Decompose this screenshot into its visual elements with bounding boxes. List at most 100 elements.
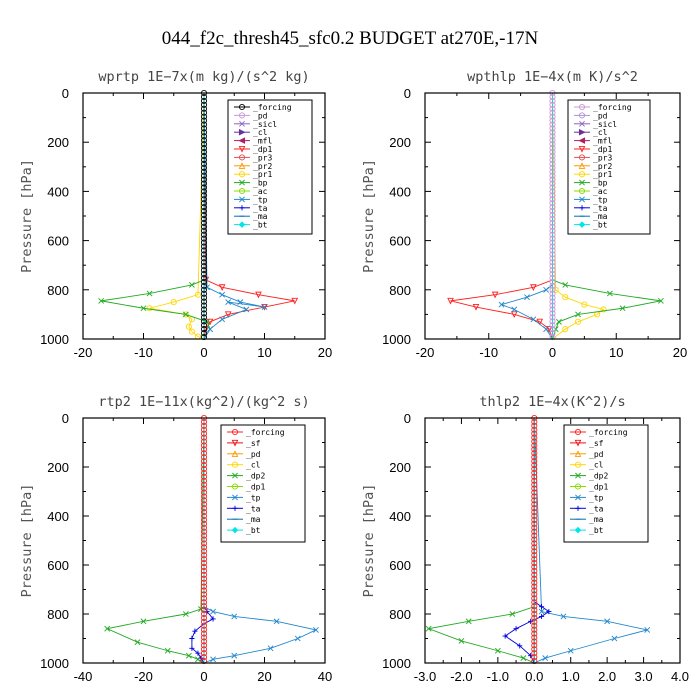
legend-marker xyxy=(238,145,246,153)
series-point-ta xyxy=(528,618,534,624)
series-point-forcing xyxy=(531,595,538,602)
series-point-forcing xyxy=(200,200,208,207)
series-point-forcing xyxy=(531,469,538,476)
series-point-forcing xyxy=(200,172,208,179)
legend-label: _mfl xyxy=(593,137,612,146)
series-point-forcing xyxy=(549,333,556,341)
legend-label: _bt xyxy=(593,221,608,230)
series-point-forcing xyxy=(200,563,208,571)
legend-label: _pr1 xyxy=(253,170,272,179)
series-point-forcing xyxy=(200,271,208,278)
series-point-forcing xyxy=(549,204,556,211)
panel-title: wprtp 1E−7x(m kg)/(s^2 kg) xyxy=(98,69,309,85)
series-point-tp xyxy=(604,618,611,625)
x-tick-label: 10 xyxy=(609,345,623,360)
chart-panel-3: rtp2 1E−11x(kg^2)/(kg^2 s) Pressure [hPa]… xyxy=(19,394,332,684)
series-point-forcing xyxy=(549,255,556,262)
series-point-forcing xyxy=(549,148,556,156)
plot-frame xyxy=(82,92,326,340)
series-point-forcing xyxy=(200,302,208,309)
series-point-forcing xyxy=(549,208,556,215)
legend-label: _tp xyxy=(593,195,608,204)
legend-label: _dp1 xyxy=(246,483,265,492)
series-point-forcing xyxy=(200,133,208,140)
series-point-forcing xyxy=(531,426,538,433)
series-point-forcing xyxy=(549,125,556,132)
series-point-forcing xyxy=(200,259,208,266)
legend-marker xyxy=(578,145,586,153)
series-point-forcing xyxy=(549,156,556,163)
series-point-forcing xyxy=(549,310,556,317)
series-line-dp1 xyxy=(450,93,553,340)
plot-frame xyxy=(424,92,681,340)
series-point-forcing xyxy=(549,259,556,266)
series-point-forcing xyxy=(549,290,556,297)
series-point-forcing xyxy=(200,298,208,305)
series-point-tp xyxy=(543,286,550,293)
series-point-dp1 xyxy=(472,303,480,311)
series-point-forcing xyxy=(200,422,208,429)
series-point-forcing xyxy=(549,282,556,289)
legend-marker xyxy=(574,483,582,490)
series-point-forcing xyxy=(531,654,538,661)
series-point-tp xyxy=(267,645,274,652)
series-point-forcing xyxy=(549,231,556,238)
legend-marker xyxy=(238,128,246,136)
series-point-forcing xyxy=(531,567,538,574)
legend-label: _sicl xyxy=(253,120,277,129)
legend-label: _mfl xyxy=(253,137,272,146)
series-line-dp2 xyxy=(426,418,535,664)
series-point-forcing xyxy=(531,607,538,614)
series-point-forcing xyxy=(200,196,208,203)
chart-panel-2: wpthlp 1E−4x(m K)/s^2 Pressure [hPa] -20 -1… xyxy=(361,69,687,360)
series-point-forcing xyxy=(531,505,538,512)
y-tick-label: 1000 xyxy=(382,656,411,671)
series-point-dp1 xyxy=(536,318,544,326)
series-point-forcing xyxy=(200,461,208,469)
legend-label: _ma xyxy=(589,515,604,524)
series-point-forcing xyxy=(200,575,208,582)
legend-marker xyxy=(579,120,585,127)
series-point-forcing xyxy=(200,587,208,594)
series-line-pr1 xyxy=(149,92,205,340)
series-point-forcing xyxy=(549,168,556,175)
series-point-tp xyxy=(207,326,213,333)
legend-marker xyxy=(238,187,246,195)
series-point-forcing xyxy=(200,180,208,187)
legend-label: _cl xyxy=(593,128,608,137)
y-axis-label: Pressure [hPa] xyxy=(361,159,377,273)
series-point-forcing xyxy=(200,263,208,270)
series-point-dp1 xyxy=(202,326,210,333)
series-point-forcing xyxy=(200,267,208,274)
series-point-forcing xyxy=(531,497,538,504)
series-point-forcing xyxy=(549,294,556,301)
series-point-forcing xyxy=(549,180,556,187)
series-point-forcing xyxy=(549,192,556,199)
x-tick-label: 2.0 xyxy=(598,669,616,684)
series-point-forcing xyxy=(200,473,208,480)
series-point-forcing xyxy=(549,211,556,219)
plot-frame xyxy=(82,417,326,664)
series-point-forcing xyxy=(200,223,208,230)
series-point-forcing xyxy=(531,450,538,457)
series-point-tp xyxy=(294,635,301,642)
series-point-forcing xyxy=(200,255,208,262)
series-point-forcing xyxy=(200,418,208,425)
series-point-forcing xyxy=(200,148,208,156)
series-point-tp xyxy=(273,618,280,625)
series-point-tp xyxy=(567,647,574,654)
series-point-forcing xyxy=(549,97,556,104)
series-point-forcing xyxy=(200,630,208,637)
legend-marker xyxy=(575,472,581,479)
series-point-forcing xyxy=(549,101,556,108)
x-tick-label: -40 xyxy=(74,669,93,684)
y-tick-label: 400 xyxy=(389,509,411,524)
x-tick-label: 0 xyxy=(549,345,556,360)
series-point-forcing xyxy=(200,579,208,586)
legend-marker xyxy=(232,494,238,501)
series-point-forcing xyxy=(200,105,208,112)
series-point-forcing xyxy=(200,544,208,551)
series-point-forcing xyxy=(531,524,538,531)
x-tick-label: 40 xyxy=(318,669,332,684)
series-point-forcing xyxy=(531,485,538,492)
